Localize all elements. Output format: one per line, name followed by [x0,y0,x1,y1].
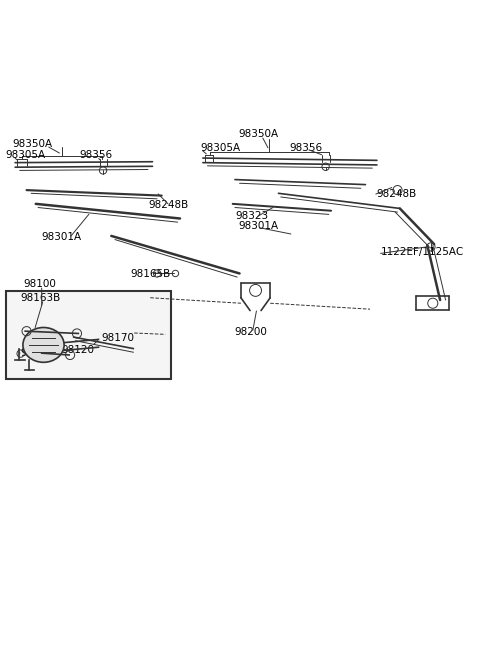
Text: 98120: 98120 [62,345,95,355]
Ellipse shape [23,328,64,362]
Text: 98305A: 98305A [201,143,241,153]
Text: 98350A: 98350A [13,140,53,149]
Bar [6,291,171,379]
Text: 98100: 98100 [24,280,56,290]
Text: 98323: 98323 [235,211,268,221]
Text: 98165B: 98165B [131,269,171,280]
Text: 1122EF/1125AC: 1122EF/1125AC [381,248,464,257]
Text: 98110B: 98110B [21,348,61,358]
Text: 98350A: 98350A [239,129,279,140]
Text: 98170: 98170 [101,333,134,343]
Text: 98248B: 98248B [148,200,188,210]
Text: 98200: 98200 [234,327,267,337]
Text: 98305A: 98305A [5,150,45,160]
Text: 98301A: 98301A [239,221,279,231]
Text: 98248B: 98248B [376,189,416,198]
Text: 98301A: 98301A [42,233,82,242]
Text: 98356: 98356 [79,150,112,160]
Text: 98163B: 98163B [21,293,61,303]
Text: 98356: 98356 [289,143,322,153]
